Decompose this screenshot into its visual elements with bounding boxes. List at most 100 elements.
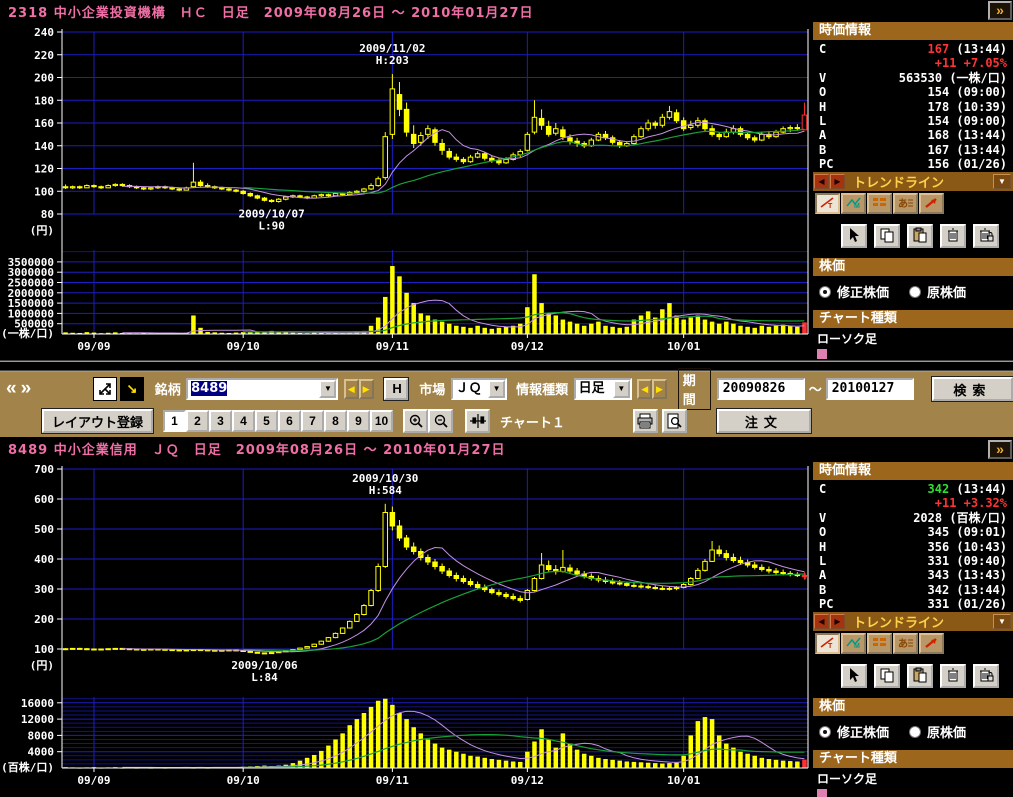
zoom-out-button[interactable]: [428, 409, 454, 433]
paste-button[interactable]: [907, 664, 933, 688]
period-label: 期間: [677, 367, 712, 410]
text-annotation-button[interactable]: あ: [893, 633, 918, 654]
quote-label: H: [819, 539, 827, 554]
chart-type-value[interactable]: ローソク足: [817, 332, 878, 346]
svg-text:2009/10/30: 2009/10/30: [352, 472, 418, 485]
trendline-ma-icon: M: [845, 196, 862, 212]
quote-row: L 154 (09:00): [813, 114, 1013, 128]
layout-arrows-button[interactable]: [92, 376, 117, 401]
panel-splitter[interactable]: [0, 360, 1013, 372]
copy-button[interactable]: [874, 664, 900, 688]
arrow-tool-button[interactable]: ↘: [120, 376, 144, 401]
cursor-button[interactable]: [841, 664, 867, 688]
svg-text:M: M: [854, 203, 860, 209]
trash-lock-button[interactable]: [973, 224, 999, 248]
paste-button[interactable]: [907, 224, 933, 248]
market-dropdown-button[interactable]: ▼: [488, 379, 506, 398]
layout-number-button-1[interactable]: 1: [163, 410, 187, 432]
trendline-dropdown-button[interactable]: ▼: [993, 614, 1011, 629]
trendline-dropdown-button[interactable]: ▼: [993, 174, 1011, 189]
panel-expand-button-top[interactable]: »: [988, 1, 1012, 20]
layout-number-button-9[interactable]: 9: [347, 410, 371, 432]
layout-number-button-7[interactable]: 7: [301, 410, 325, 432]
trendline-prev-button[interactable]: ◀: [814, 174, 829, 189]
layout-number-button-3[interactable]: 3: [209, 410, 233, 432]
crosshair-chart-button[interactable]: [465, 409, 491, 433]
chart-panel-8489: 8489 中小企業信用 ＪＱ 日足 2009年08月26日 ～ 2010年01月…: [0, 437, 1013, 797]
price-mode-radio-0[interactable]: [819, 285, 831, 298]
price-volume-chart-2318[interactable]: 240 220 200 180 160 140 120 100 80 (円) 35000003000…: [0, 22, 813, 360]
delete-button[interactable]: [940, 664, 966, 688]
text-annotation-button[interactable]: あ: [893, 193, 918, 214]
info-type-dropdown-button[interactable]: ▼: [612, 379, 630, 398]
symbol-prev-button[interactable]: ◀: [343, 378, 359, 399]
period-from-input[interactable]: [716, 377, 805, 400]
h-button[interactable]: H: [383, 376, 410, 401]
zoom-in-button[interactable]: [403, 409, 429, 433]
print-preview-button[interactable]: [661, 409, 687, 433]
svg-text:L:84: L:84: [251, 671, 278, 684]
symbol-input[interactable]: 8489: [188, 379, 320, 398]
quote-row: +11 +7.05%: [813, 56, 1013, 70]
pattern-list-button[interactable]: [867, 193, 892, 214]
svg-text:09/12: 09/12: [511, 774, 544, 787]
order-button[interactable]: 注文: [715, 408, 812, 434]
symbol-dropdown-button[interactable]: ▼: [319, 379, 337, 398]
price-mode-radio-1[interactable]: [909, 285, 922, 298]
trendline-header: トレンドライン: [853, 616, 945, 631]
symbol-next-button[interactable]: ▶: [358, 378, 374, 399]
main-toolbar: « » ↘ 銘柄 8489 ▼ ◀ ▶ H 市場 ＪＱ: [0, 367, 1013, 437]
chart-type-item-partial[interactable]: [817, 789, 827, 797]
price-mode-radio-label: 原株価: [927, 726, 967, 741]
trash-lock-button[interactable]: [973, 664, 999, 688]
period-next-button[interactable]: ▶: [652, 378, 667, 399]
chart-type-value[interactable]: ローソク足: [817, 772, 878, 786]
period-prev-button[interactable]: ◀: [637, 378, 653, 399]
layout-number-button-10[interactable]: 10: [370, 410, 394, 432]
trendline-next-button[interactable]: ▶: [830, 614, 845, 629]
svg-text:2009/10/06: 2009/10/06: [231, 659, 298, 672]
layout-number-button-6[interactable]: 6: [278, 410, 302, 432]
chart-type-item-partial[interactable]: [817, 349, 827, 359]
trendline-ma-button[interactable]: M: [841, 193, 866, 214]
trendline-draw-button[interactable]: T: [815, 193, 840, 214]
layout-number-button-8[interactable]: 8: [324, 410, 348, 432]
trendline-next-button[interactable]: ▶: [830, 174, 845, 189]
svg-text:09/11: 09/11: [376, 340, 409, 353]
trendline-ma-icon: M: [845, 636, 862, 652]
layout-register-button[interactable]: レイアウト登録: [40, 408, 155, 434]
panel-expand-button-bottom[interactable]: »: [988, 440, 1012, 459]
price-mode-radio-0[interactable]: [819, 725, 831, 738]
price-mode-radio-label: 修正株価: [837, 726, 890, 741]
pattern-list-icon: [871, 636, 888, 652]
delete-button[interactable]: [940, 224, 966, 248]
svg-text:T: T: [828, 203, 833, 209]
trendline-prev-button[interactable]: ◀: [814, 614, 829, 629]
quote-label: C: [819, 42, 827, 56]
quote-value: 342 (13:44): [927, 482, 1007, 496]
layout-number-button-4[interactable]: 4: [232, 410, 256, 432]
toolbar-row-1: « » ↘ 銘柄 8489 ▼ ◀ ▶ H 市場 ＪＱ: [0, 367, 1013, 410]
market-combobox[interactable]: ＪＱ ▼: [450, 377, 508, 400]
arrow-draw-button[interactable]: [919, 193, 944, 214]
copy-button[interactable]: [874, 224, 900, 248]
period-to-input[interactable]: [825, 377, 914, 400]
price-volume-chart-8489[interactable]: 700 600 500 400 300 200 100 (円) 16000 12000 8000 40…: [0, 459, 813, 797]
info-type-combobox[interactable]: 日足 ▼: [573, 377, 632, 400]
trendline-ma-button[interactable]: M: [841, 633, 866, 654]
collapse-left-button[interactable]: «: [4, 378, 19, 399]
pattern-list-button[interactable]: [867, 633, 892, 654]
quote-row: PC 331 (01/26): [813, 597, 1013, 611]
cursor-button[interactable]: [841, 224, 867, 248]
search-button[interactable]: 検索: [930, 375, 1013, 402]
panel-expand-icon: »: [996, 441, 1004, 457]
symbol-combobox[interactable]: 8489 ▼: [186, 377, 339, 400]
collapse-right-button[interactable]: »: [19, 378, 34, 399]
layout-number-button-2[interactable]: 2: [186, 410, 210, 432]
layout-number-button-5[interactable]: 5: [255, 410, 279, 432]
arrow-draw-button[interactable]: [919, 633, 944, 654]
print-button[interactable]: [632, 409, 658, 433]
trendline-draw-button[interactable]: T: [815, 633, 840, 654]
price-mode-radio-1[interactable]: [909, 725, 922, 738]
magnifier-plus-icon: [409, 414, 423, 428]
